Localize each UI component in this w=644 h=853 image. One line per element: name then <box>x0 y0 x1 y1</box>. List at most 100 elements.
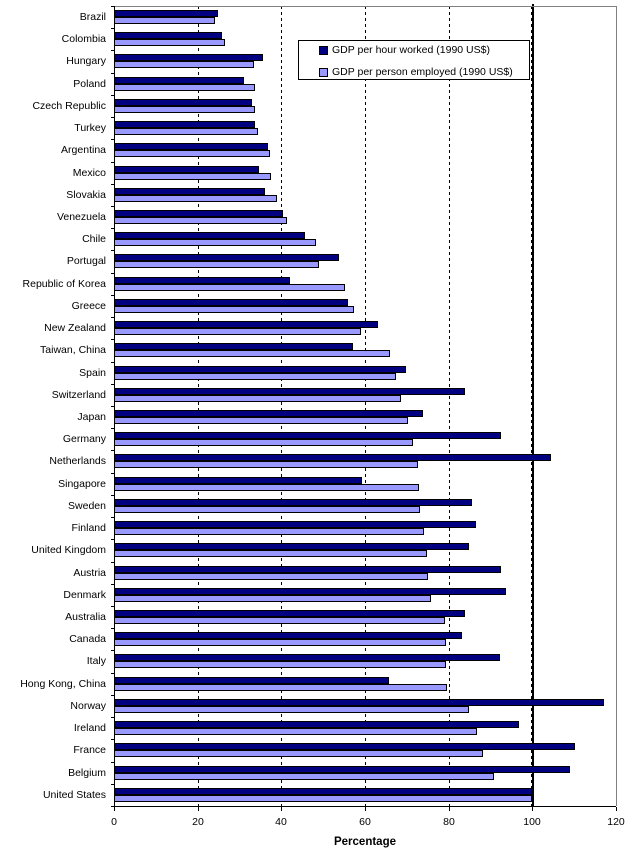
y-tick <box>111 339 114 340</box>
y-tick <box>111 695 114 696</box>
y-tick <box>111 228 114 229</box>
category-label-30: Hong Kong, China <box>20 677 106 690</box>
bar-gdp-per-person-17 <box>114 395 401 402</box>
y-tick <box>111 495 114 496</box>
bar-gdp-per-hour-35 <box>114 788 532 795</box>
category-label-15: Taiwan, China <box>40 344 106 357</box>
x-tick-label-0: 0 <box>111 816 117 828</box>
bar-gdp-per-hour-29 <box>114 654 500 661</box>
y-tick <box>111 784 114 785</box>
y-tick <box>111 295 114 296</box>
x-tick-label-100: 100 <box>523 816 541 828</box>
category-label-2: Hungary <box>66 55 106 68</box>
y-tick <box>111 28 114 29</box>
bar-gdp-per-hour-25 <box>114 566 501 573</box>
gridline-60 <box>365 6 366 806</box>
bar-gdp-per-hour-12 <box>114 277 290 284</box>
bar-gdp-per-hour-26 <box>114 588 506 595</box>
gridline-40 <box>281 6 282 806</box>
legend-marker-1 <box>319 68 328 77</box>
bar-gdp-per-person-35 <box>114 795 532 802</box>
bar-gdp-per-person-20 <box>114 461 418 468</box>
y-tick <box>111 273 114 274</box>
bar-gdp-per-person-33 <box>114 750 483 757</box>
bar-gdp-per-hour-9 <box>114 210 283 217</box>
y-tick <box>111 539 114 540</box>
y-tick <box>111 162 114 163</box>
bar-gdp-per-person-5 <box>114 128 258 135</box>
legend-label-1: GDP per person employed (1990 US$) <box>332 66 513 78</box>
gridline-80 <box>449 6 450 806</box>
bar-gdp-per-person-18 <box>114 417 408 424</box>
bar-gdp-per-person-12 <box>114 284 345 291</box>
bar-gdp-per-person-7 <box>114 173 271 180</box>
bar-gdp-per-person-24 <box>114 550 427 557</box>
y-tick <box>111 606 114 607</box>
category-label-18: Japan <box>77 411 106 423</box>
bar-gdp-per-hour-30 <box>114 677 389 684</box>
bar-gdp-per-hour-33 <box>114 743 575 750</box>
reference-line-dash <box>531 6 532 806</box>
category-label-23: Finland <box>71 522 106 535</box>
y-tick <box>111 6 114 7</box>
y-tick <box>111 50 114 51</box>
x-tick-60 <box>365 807 366 811</box>
bar-gdp-per-person-16 <box>114 373 396 380</box>
bar-gdp-per-person-9 <box>114 217 287 224</box>
bar-gdp-per-person-31 <box>114 706 469 713</box>
category-label-26: Denmark <box>63 588 106 601</box>
y-tick <box>111 73 114 74</box>
y-tick <box>111 384 114 385</box>
reference-line-100 <box>532 4 534 806</box>
bar-gdp-per-person-1 <box>114 39 225 46</box>
x-tick-80 <box>449 807 450 811</box>
category-label-24: United Kingdom <box>31 544 106 557</box>
x-axis <box>111 806 616 807</box>
bar-gdp-per-person-2 <box>114 61 254 68</box>
bar-gdp-per-person-26 <box>114 595 431 602</box>
y-tick <box>111 406 114 407</box>
legend-entry-1: GDP per person employed (1990 US$) <box>299 66 529 79</box>
y-tick <box>111 717 114 718</box>
category-label-19: Germany <box>62 433 106 446</box>
bar-gdp-per-person-13 <box>114 306 354 313</box>
bar-gdp-per-person-0 <box>114 17 215 24</box>
category-label-21: Singapore <box>58 477 106 490</box>
bar-gdp-per-person-3 <box>114 84 255 91</box>
x-axis-title: Percentage <box>333 836 396 848</box>
y-tick <box>111 139 114 140</box>
bar-gdp-per-person-28 <box>114 639 446 646</box>
bar-gdp-per-person-4 <box>114 106 255 113</box>
bar-gdp-per-hour-5 <box>114 121 255 128</box>
bar-gdp-per-hour-22 <box>114 499 472 506</box>
x-tick-20 <box>198 807 199 811</box>
category-label-22: Sweden <box>68 499 106 512</box>
gridline-20 <box>198 6 199 806</box>
bar-gdp-per-hour-11 <box>114 254 339 261</box>
bar-gdp-per-person-11 <box>114 261 319 268</box>
y-tick <box>111 184 114 185</box>
bar-gdp-per-person-34 <box>114 773 494 780</box>
x-tick-100 <box>532 807 533 811</box>
bar-gdp-per-person-21 <box>114 484 419 491</box>
category-label-7: Mexico <box>72 166 106 179</box>
bar-gdp-per-person-8 <box>114 195 277 202</box>
bar-gdp-per-person-19 <box>114 439 413 446</box>
category-label-11: Portugal <box>66 255 106 268</box>
bar-gdp-per-hour-21 <box>114 477 362 484</box>
bar-gdp-per-hour-20 <box>114 454 551 461</box>
y-tick <box>111 450 114 451</box>
category-label-32: Ireland <box>73 722 106 735</box>
bar-gdp-per-hour-19 <box>114 432 501 439</box>
category-label-6: Argentina <box>61 144 106 157</box>
category-label-16: Spain <box>79 366 106 379</box>
bar-gdp-per-hour-6 <box>114 143 268 150</box>
y-tick <box>111 584 114 585</box>
bar-gdp-per-hour-8 <box>114 188 265 195</box>
bar-gdp-per-hour-4 <box>114 99 252 106</box>
y-tick <box>111 762 114 763</box>
bar-gdp-per-hour-18 <box>114 410 423 417</box>
category-label-34: Belgium <box>68 766 106 779</box>
y-tick <box>111 473 114 474</box>
category-label-9: Venezuela <box>56 211 106 223</box>
